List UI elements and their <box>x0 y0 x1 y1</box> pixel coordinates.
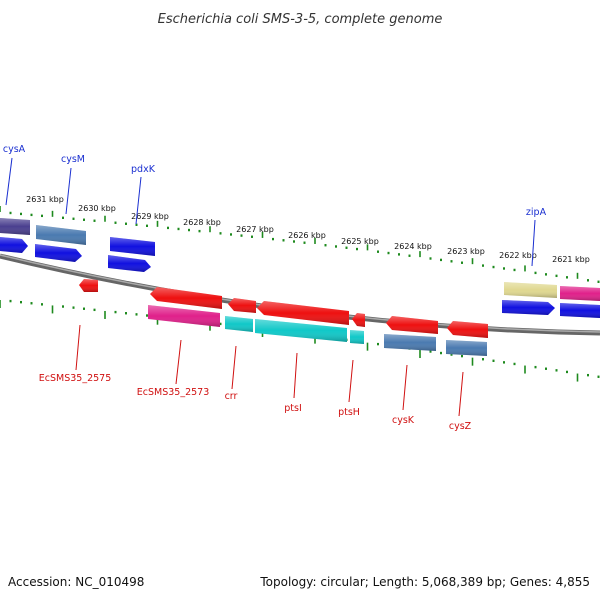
gene-label-ptsI[interactable]: ptsI <box>284 403 302 414</box>
EcSMS35_2575-leader <box>75 324 81 371</box>
kbp-label: 2622 kbp <box>499 251 537 260</box>
gene-label-zipA[interactable]: zipA <box>526 207 547 218</box>
gene-EcSMS35_2573-box[interactable] <box>148 305 220 327</box>
gene-ptsH-box[interactable] <box>350 330 364 344</box>
top-strand-genes <box>0 218 600 318</box>
gene-cysK-box[interactable] <box>384 334 436 351</box>
gene-blue-right[interactable] <box>560 303 600 318</box>
top-gene-labels: cysA cysM pdxK zipA <box>3 144 547 267</box>
gene-label-EcSMS35_2575[interactable]: EcSMS35_2575 <box>39 373 112 384</box>
map-title: Escherichia coli SMS-3-5, complete genom… <box>158 12 443 27</box>
kbp-label: 2631 kbp <box>26 195 64 204</box>
pdxK-leader <box>135 176 142 225</box>
gene-cysA-box[interactable] <box>0 218 30 235</box>
kbp-label: 2629 kbp <box>131 212 169 221</box>
gene-zipA-arrow[interactable] <box>502 300 555 315</box>
ptsH-leader <box>348 359 354 403</box>
gene-crr-box[interactable] <box>225 316 253 332</box>
kbp-label: 2627 kbp <box>236 225 274 234</box>
kbp-label: 2628 kbp <box>183 218 221 227</box>
kbp-label: 2621 kbp <box>552 255 590 264</box>
bottom-strand-genes <box>79 279 488 356</box>
kbp-label: 2626 kbp <box>288 231 326 240</box>
kbp-label: 2625 kbp <box>341 237 379 246</box>
gene-crr-arrow[interactable] <box>228 298 256 313</box>
gene-label-EcSMS35_2573[interactable]: EcSMS35_2573 <box>137 387 210 398</box>
accession-text: Accession: NC_010498 <box>8 575 144 589</box>
gene-cysK-arrow[interactable] <box>386 316 438 334</box>
gene-cysA-arrow[interactable] <box>0 237 28 253</box>
gene-EcSMS35_2573-arrow[interactable] <box>150 287 222 309</box>
gene-cysM-box[interactable] <box>36 225 86 245</box>
cysM-leader <box>65 167 72 215</box>
gene-cysM-arrow[interactable] <box>35 244 82 262</box>
bottom-gene-labels: EcSMS35_2575 EcSMS35_2573 crr ptsI ptsH … <box>39 324 472 432</box>
ptsI-leader <box>293 352 298 399</box>
gene-label-pdxK[interactable]: pdxK <box>131 164 156 175</box>
cysZ-leader <box>458 371 464 417</box>
gene-pdxK-arrow[interactable] <box>108 255 151 272</box>
gene-label-crr[interactable]: crr <box>225 391 238 402</box>
gene-pink-right[interactable] <box>560 286 600 301</box>
gene-ptsI-box[interactable] <box>255 319 347 342</box>
genome-summary-text: Topology: circular; Length: 5,068,389 bp… <box>259 575 590 589</box>
gene-pdxK-box[interactable] <box>110 237 155 256</box>
gene-EcSMS35_2575-arrow[interactable] <box>79 279 98 292</box>
gene-zipA-box[interactable] <box>504 282 557 298</box>
gene-ptsI-arrow[interactable] <box>257 301 349 325</box>
gene-label-cysZ[interactable]: cysZ <box>449 421 472 432</box>
kbp-label: 2623 kbp <box>447 247 485 256</box>
gene-label-cysA[interactable]: cysA <box>3 144 26 155</box>
gene-cysZ-box[interactable] <box>446 340 487 356</box>
EcSMS35_2573-leader <box>175 339 182 385</box>
top-scale-ticks <box>0 206 600 283</box>
gene-cysZ-arrow[interactable] <box>447 321 488 338</box>
gene-label-cysM[interactable]: cysM <box>61 154 85 165</box>
kbp-label: 2630 kbp <box>78 204 116 213</box>
cysK-leader <box>402 364 408 411</box>
crr-leader <box>231 345 237 390</box>
gene-ptsH-arrow[interactable] <box>352 313 365 327</box>
zipA-leader <box>531 219 536 267</box>
kbp-label: 2624 kbp <box>394 242 432 251</box>
cysA-leader <box>5 157 13 206</box>
gene-label-cysK[interactable]: cysK <box>392 415 415 426</box>
gene-label-ptsH[interactable]: ptsH <box>338 407 360 418</box>
kbp-labels: 2631 kbp 2630 kbp 2629 kbp 2628 kbp 2627… <box>26 195 590 264</box>
